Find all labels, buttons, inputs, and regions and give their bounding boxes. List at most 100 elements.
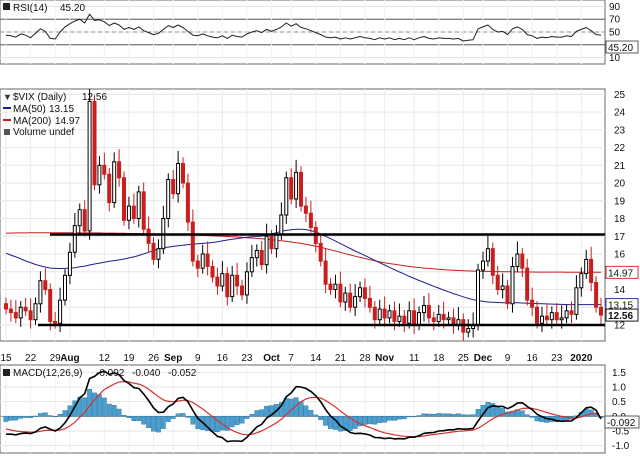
macd-histogram-bar	[195, 416, 201, 430]
candle-down	[48, 289, 53, 322]
macd-histogram-bar	[392, 416, 397, 421]
price-title-value: 12.56	[82, 92, 107, 103]
x-tick-label: 22	[25, 353, 37, 364]
candle-up	[564, 310, 569, 319]
x-tick-label: 15	[0, 353, 12, 364]
candle-down	[544, 315, 549, 321]
macd-histogram-bar	[13, 416, 19, 421]
macd-histogram-bar	[485, 402, 491, 417]
candle-up	[549, 312, 554, 321]
candle-up	[584, 258, 589, 275]
macd-histogram-bar	[367, 416, 373, 425]
rsi-badge-box	[605, 40, 639, 54]
candle-down	[235, 274, 240, 287]
price-candles	[4, 88, 603, 341]
macd-histogram-bar	[465, 414, 471, 417]
candle-down	[23, 306, 28, 312]
macd-histogram-bar	[126, 416, 132, 418]
x-tick-label: 26	[148, 353, 160, 364]
price-title: $VIX (Daily)	[13, 92, 66, 103]
moving-average-lines	[5, 228, 601, 306]
candle-up	[18, 306, 23, 319]
candle-down	[372, 306, 377, 321]
price-tick-label: 22	[614, 143, 626, 154]
rsi-gridlines	[0, 0, 605, 64]
ma50-legend-value: 13.15	[49, 104, 74, 115]
x-tick-label: 19	[123, 353, 135, 364]
candle-up	[264, 235, 269, 266]
candle-up	[176, 163, 181, 195]
candle-down	[210, 266, 215, 278]
macd-legend-signal-value: -0.040	[132, 368, 161, 379]
candle-down	[535, 306, 539, 324]
macd-histogram-bar	[116, 408, 122, 417]
candle-up	[481, 260, 485, 271]
macd-histogram-bar	[475, 409, 481, 417]
price-badge-box	[605, 308, 639, 322]
macd-histogram-bar	[57, 414, 63, 417]
macd-histogram-bar	[131, 416, 137, 421]
macd-histogram-bar	[249, 414, 255, 417]
macd-line	[6, 370, 602, 443]
price-badge-text: 12.56	[608, 311, 633, 322]
macd-legend-swatch	[3, 369, 10, 376]
candle-down	[554, 312, 559, 321]
macd-histogram-bar	[23, 416, 29, 418]
macd-histogram-bar	[42, 412, 48, 417]
macd-histogram-bar	[214, 416, 220, 432]
candle-up	[254, 250, 259, 259]
macd-histogram-bar	[357, 416, 363, 427]
macd-histogram-bar	[28, 416, 33, 418]
ma50-line	[5, 228, 601, 306]
candle-up	[579, 273, 584, 289]
candle-up	[87, 100, 92, 232]
candle-down	[426, 305, 431, 319]
candle-down	[367, 297, 372, 308]
candle-up	[72, 225, 77, 253]
macd-histogram-bar	[18, 416, 24, 419]
price-tick-label: 14	[614, 285, 626, 296]
candle-down	[269, 235, 274, 250]
candle-down	[412, 310, 417, 326]
macd-histogram-bar	[401, 416, 407, 420]
candle-down	[525, 267, 530, 301]
macd-lines	[5, 370, 602, 443]
macd-histogram-bar	[298, 401, 304, 417]
candle-down	[392, 310, 397, 322]
macd-histogram-bar	[165, 416, 171, 422]
candle-down	[225, 273, 230, 298]
macd-histogram-bar	[323, 416, 328, 426]
macd-histogram-bar	[534, 416, 540, 422]
x-tick-label: 18	[433, 353, 445, 364]
candle-down	[569, 310, 574, 315]
candle-up	[343, 292, 348, 303]
macd-histogram-bar	[279, 402, 284, 417]
macd-histogram-bar	[264, 405, 269, 417]
macd-histogram-bar	[52, 416, 58, 418]
candle-down	[599, 306, 603, 316]
candle-down	[362, 287, 367, 299]
candle-down	[190, 221, 195, 262]
macd-legend-macd-value: -0.092	[96, 368, 125, 379]
candle-down	[348, 292, 353, 308]
candle-up	[500, 285, 505, 290]
macd-histogram-bar	[495, 406, 501, 417]
chart-logo-icon: ▼	[3, 92, 12, 102]
macd-histogram-bar	[436, 413, 442, 417]
rsi-badge-text: 45.20	[608, 43, 633, 54]
macd-histogram-bar	[460, 414, 466, 417]
candle-down	[4, 303, 8, 310]
macd-histogram-bar	[185, 416, 191, 418]
macd-tick-label: 1.0	[612, 383, 626, 394]
candle-up	[230, 274, 235, 298]
macd-histogram-bar	[82, 397, 88, 417]
macd-histogram-bar	[205, 416, 210, 431]
candle-up	[377, 308, 382, 321]
candle-up	[515, 253, 520, 267]
candle-down	[171, 179, 176, 195]
macd-histogram-bar	[136, 416, 142, 421]
macd-tick-label: -0.5	[612, 427, 630, 438]
macd-histogram-bar	[101, 397, 107, 417]
price-tick-label: 25	[614, 90, 626, 101]
